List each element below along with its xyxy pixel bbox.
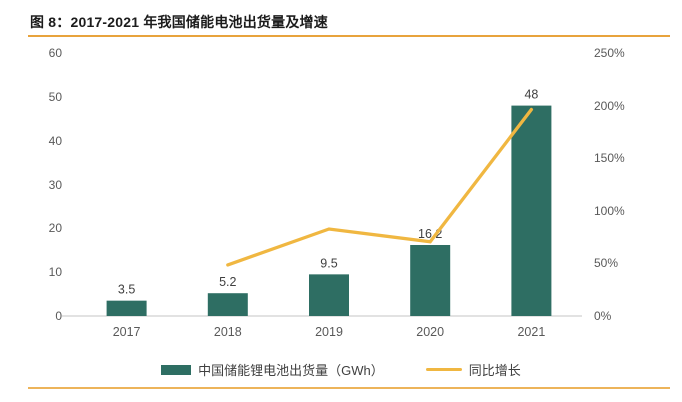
y-left-tick-60: 60 bbox=[48, 46, 62, 60]
y-left-tick-20: 20 bbox=[48, 221, 62, 236]
category-label-2018: 2018 bbox=[213, 325, 242, 339]
category-label-2021: 2021 bbox=[517, 325, 546, 339]
bar-value-label-2021: 48 bbox=[524, 88, 538, 102]
y-right-tick-150: 150% bbox=[594, 151, 625, 166]
category-label-2019: 2019 bbox=[315, 325, 343, 339]
legend: 中国储能锂电池出货量（GWh） 同比增长 bbox=[0, 360, 682, 379]
bar-value-label-2018: 5.2 bbox=[219, 275, 236, 289]
category-label-2020: 2020 bbox=[416, 325, 445, 339]
bar-series-swatch-icon bbox=[161, 364, 192, 375]
bar-2017 bbox=[106, 300, 147, 316]
y-axis-left: 0 10 20 30 40 50 60 bbox=[22, 46, 62, 323]
y-left-tick-50: 50 bbox=[48, 89, 62, 104]
y-right-tick-0: 0% bbox=[594, 309, 612, 323]
y-left-tick-10: 10 bbox=[48, 265, 62, 280]
legend-label-growth: 同比增长 bbox=[468, 363, 521, 378]
figure-title: 图 8：2017-2021 年我国储能电池出货量及增速 bbox=[30, 14, 328, 30]
legend-item-shipments: 中国储能锂电池出货量（GWh） bbox=[161, 360, 384, 379]
line-series-swatch-icon bbox=[425, 367, 462, 372]
y-left-tick-30: 30 bbox=[48, 177, 62, 192]
y-right-tick-250: 250% bbox=[594, 46, 625, 60]
bar-2019 bbox=[309, 274, 349, 316]
y-right-tick-50: 50% bbox=[594, 256, 619, 271]
legend-item-growth: 同比增长 bbox=[425, 360, 521, 379]
y-left-tick-40: 40 bbox=[48, 133, 62, 148]
bar-value-label-2019: 9.5 bbox=[320, 256, 337, 270]
bar-value-label-2020: 16.2 bbox=[418, 227, 442, 241]
bar-value-label-2017: 3.5 bbox=[118, 283, 135, 297]
plot-area: 3.5 5.2 9.5 16.2 48 bbox=[62, 53, 582, 317]
y-left-tick-0: 0 bbox=[55, 309, 62, 323]
legend-label-shipments: 中国储能锂电池出货量（GWh） bbox=[198, 363, 384, 378]
y-right-tick-200: 200% bbox=[594, 98, 625, 113]
bar-2020 bbox=[410, 244, 451, 316]
bar-2021 bbox=[511, 105, 552, 316]
footer-rule bbox=[28, 387, 670, 389]
bar-2018 bbox=[207, 293, 248, 316]
x-axis: 2017 2018 2019 2020 2021 bbox=[76, 325, 582, 343]
growth-line bbox=[226, 107, 534, 267]
title-underline-rule bbox=[28, 35, 670, 37]
plot-svg: 3.5 5.2 9.5 16.2 48 bbox=[62, 88, 582, 317]
category-label-2017: 2017 bbox=[112, 325, 141, 339]
y-right-tick-100: 100% bbox=[594, 203, 625, 218]
y-axis-right: 0% 50% 100% 150% 200% 250% bbox=[594, 46, 654, 323]
